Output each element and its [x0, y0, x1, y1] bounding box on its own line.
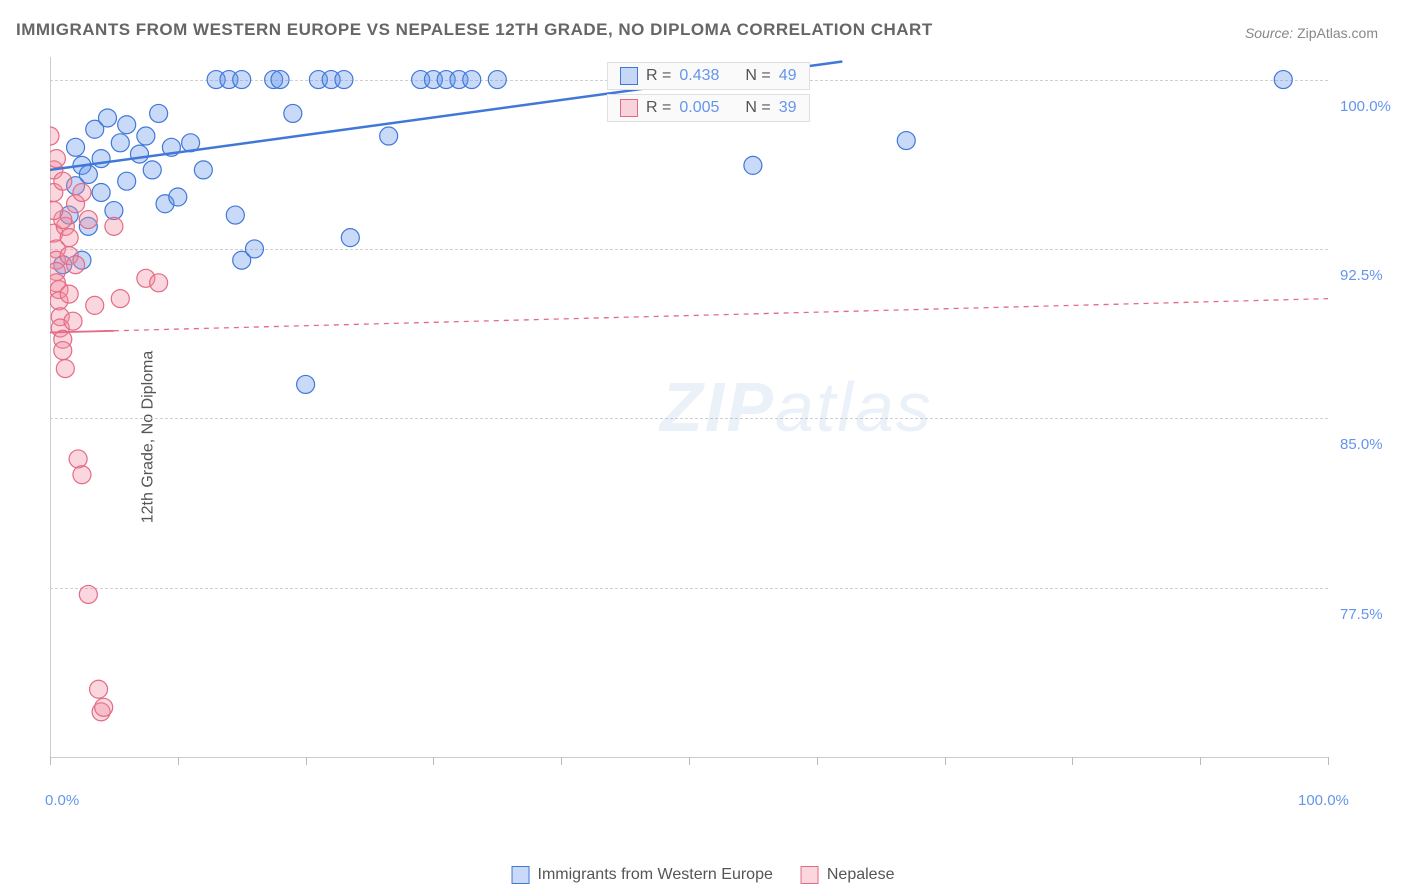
y-tick-label: 77.5% [1340, 606, 1383, 623]
source-attribution: Source: ZipAtlas.com [1245, 25, 1378, 41]
stats-n-label: N = [745, 99, 770, 117]
data-point[interactable] [50, 202, 63, 220]
data-point[interactable] [73, 466, 91, 484]
scatter-plot [50, 57, 1328, 759]
data-point[interactable] [284, 104, 302, 122]
data-point[interactable] [118, 116, 136, 134]
data-point[interactable] [90, 680, 108, 698]
data-point[interactable] [897, 132, 915, 150]
y-tick-label: 92.5% [1340, 267, 1383, 284]
stats-r-value: 0.005 [679, 99, 719, 117]
data-point[interactable] [118, 172, 136, 190]
data-point[interactable] [341, 229, 359, 247]
data-point[interactable] [99, 109, 117, 127]
data-point[interactable] [79, 211, 97, 229]
legend-item[interactable]: Immigrants from Western Europe [512, 866, 773, 884]
data-point[interactable] [111, 134, 129, 152]
data-point[interactable] [297, 375, 315, 393]
legend-label: Nepalese [827, 866, 895, 884]
data-point[interactable] [60, 229, 78, 247]
source-link[interactable]: ZipAtlas.com [1297, 25, 1378, 41]
data-point[interactable] [150, 274, 168, 292]
trend-line [114, 299, 1328, 331]
data-point[interactable] [744, 156, 762, 174]
data-point[interactable] [60, 285, 78, 303]
data-point[interactable] [92, 183, 110, 201]
y-tick-label: 100.0% [1340, 98, 1391, 115]
legend: Immigrants from Western Europe Nepalese [512, 866, 895, 884]
legend-label: Immigrants from Western Europe [538, 866, 773, 884]
stats-n-label: N = [745, 67, 770, 85]
legend-swatch [512, 866, 530, 884]
data-point[interactable] [86, 296, 104, 314]
y-tick-label: 85.0% [1340, 436, 1383, 453]
data-point[interactable] [54, 342, 72, 360]
stats-r-label: R = [646, 99, 671, 117]
data-point[interactable] [130, 145, 148, 163]
data-point[interactable] [194, 161, 212, 179]
data-point[interactable] [54, 172, 72, 190]
data-point[interactable] [67, 256, 85, 274]
data-point[interactable] [50, 150, 65, 168]
chart-title: IMMIGRANTS FROM WESTERN EUROPE VS NEPALE… [16, 20, 933, 40]
stats-n-value: 49 [779, 67, 797, 85]
data-point[interactable] [56, 360, 74, 378]
data-point[interactable] [50, 127, 59, 145]
data-point[interactable] [143, 161, 161, 179]
data-point[interactable] [271, 71, 289, 89]
data-point[interactable] [79, 165, 97, 183]
legend-item[interactable]: Nepalese [801, 866, 895, 884]
data-point[interactable] [73, 183, 91, 201]
data-point[interactable] [64, 312, 82, 330]
x-tick-label: 100.0% [1298, 792, 1349, 809]
data-point[interactable] [137, 127, 155, 145]
data-point[interactable] [169, 188, 187, 206]
legend-swatch [801, 866, 819, 884]
stats-box: R = 0.438 N = 49 [607, 62, 810, 90]
data-point[interactable] [69, 450, 87, 468]
data-point[interactable] [233, 71, 251, 89]
data-point[interactable] [380, 127, 398, 145]
source-label: Source: [1245, 25, 1293, 41]
data-point[interactable] [111, 290, 129, 308]
stats-r-label: R = [646, 67, 671, 85]
data-point[interactable] [95, 698, 113, 716]
data-point[interactable] [150, 104, 168, 122]
chart-container: IMMIGRANTS FROM WESTERN EUROPE VS NEPALE… [0, 0, 1406, 892]
data-point[interactable] [488, 71, 506, 89]
stats-swatch [620, 99, 638, 117]
data-point[interactable] [335, 71, 353, 89]
data-point[interactable] [79, 585, 97, 603]
stats-r-value: 0.438 [679, 67, 719, 85]
x-tick-label: 0.0% [45, 792, 79, 809]
data-point[interactable] [245, 240, 263, 258]
data-point[interactable] [463, 71, 481, 89]
stats-n-value: 39 [779, 99, 797, 117]
data-point[interactable] [67, 138, 85, 156]
stats-swatch [620, 67, 638, 85]
stats-box: R = 0.005 N = 39 [607, 94, 810, 122]
data-point[interactable] [1274, 71, 1292, 89]
data-point[interactable] [105, 217, 123, 235]
data-point[interactable] [226, 206, 244, 224]
plot-area: 12th Grade, No Diploma ZIPatlas R = 0.43… [50, 57, 1328, 817]
